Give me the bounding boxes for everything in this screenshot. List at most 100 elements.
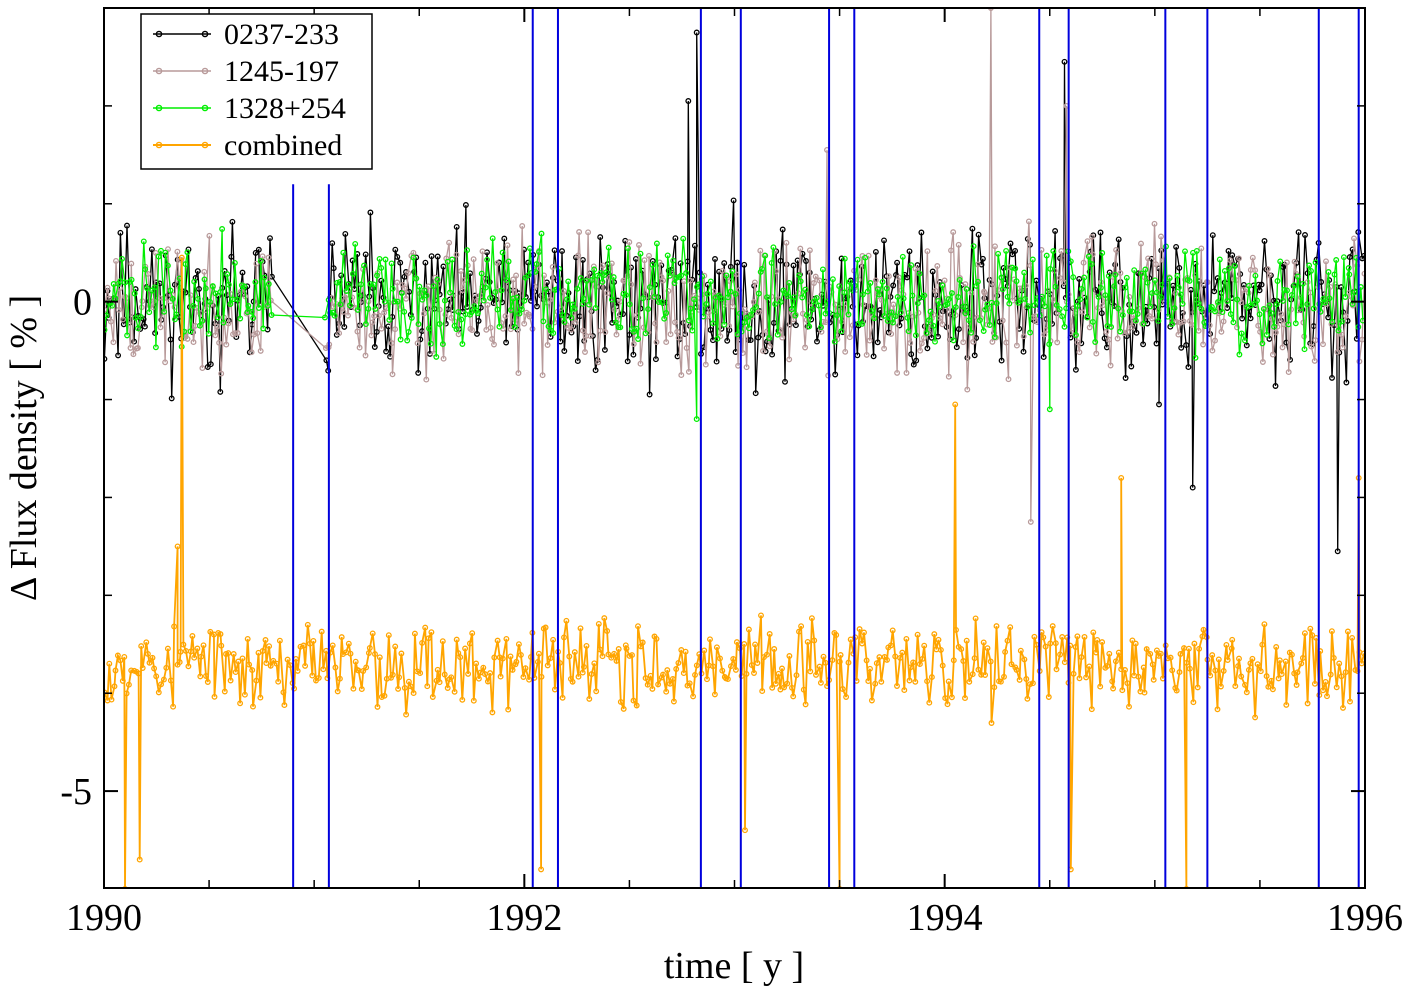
data-point [626, 331, 633, 338]
data-point [943, 323, 950, 330]
data-point [152, 249, 159, 256]
data-point [397, 336, 404, 343]
data-point [376, 654, 383, 661]
data-point [224, 271, 231, 278]
data-point [1215, 298, 1221, 305]
data-point [162, 359, 169, 366]
data-point [755, 290, 762, 297]
data-point [939, 321, 946, 328]
data-point [369, 319, 376, 326]
data-point [267, 662, 274, 669]
data-point [397, 259, 404, 266]
data-point [710, 663, 716, 670]
data-point [494, 306, 501, 313]
data-point [574, 358, 581, 365]
data-point [1076, 349, 1083, 356]
data-point [370, 281, 377, 288]
data-point [692, 671, 698, 678]
data-point [617, 698, 624, 705]
data-point [447, 289, 453, 296]
data-point [265, 281, 272, 287]
data-point [1005, 376, 1012, 383]
data-point [670, 698, 677, 705]
data-point [712, 256, 718, 262]
data-point [470, 256, 477, 263]
data-point [441, 671, 448, 678]
data-point [1258, 281, 1265, 288]
data-point [1025, 218, 1032, 225]
data-point [652, 356, 659, 363]
data-point [1167, 654, 1174, 661]
data-point [1230, 319, 1237, 326]
data-point [153, 673, 160, 680]
data-point [1166, 275, 1173, 282]
data-point [864, 288, 871, 295]
data-point [685, 317, 692, 324]
data-point [862, 254, 869, 261]
data-point [762, 348, 769, 355]
data-point [1183, 886, 1190, 888]
data-point [1279, 297, 1286, 304]
data-point [333, 301, 340, 308]
data-point [253, 260, 260, 267]
data-point [790, 262, 797, 269]
data-point [1243, 342, 1250, 349]
data-point [232, 669, 239, 676]
data-point [453, 636, 460, 643]
data-point [217, 631, 224, 638]
data-point [924, 248, 931, 255]
data-point [908, 351, 915, 358]
data-point [1117, 328, 1124, 335]
data-point [1077, 296, 1084, 303]
data-point [146, 659, 153, 666]
data-point [924, 345, 931, 352]
data-point [543, 286, 549, 293]
data-point [751, 279, 758, 286]
data-point [786, 653, 793, 659]
data-point [540, 318, 547, 325]
data-point [1158, 233, 1164, 240]
data-point [1122, 284, 1129, 291]
data-point [354, 328, 361, 335]
data-point [899, 649, 906, 656]
data-point [551, 319, 558, 326]
data-point [836, 305, 843, 312]
data-point [748, 662, 755, 669]
data-point [588, 671, 595, 678]
data-point [974, 261, 981, 268]
data-point [845, 311, 852, 318]
data-point [1158, 294, 1164, 301]
data-point [1256, 311, 1263, 318]
data-point [149, 654, 156, 661]
data-point [1041, 303, 1048, 310]
data-point [948, 694, 955, 701]
data-point [649, 258, 656, 264]
series-line [104, 228, 1364, 420]
data-point [670, 257, 677, 264]
data-point [1347, 698, 1353, 705]
data-point [889, 627, 896, 634]
data-point [1236, 255, 1242, 262]
legend-label: 1245-197 [224, 55, 339, 88]
data-point [1228, 645, 1235, 652]
data-point [1273, 301, 1280, 308]
data-point [119, 255, 125, 262]
data-point [207, 628, 214, 635]
data-point [1177, 651, 1184, 657]
data-point [1261, 238, 1268, 244]
data-point [941, 277, 948, 284]
data-point [956, 276, 963, 283]
data-point [912, 265, 919, 272]
data-point [691, 296, 698, 303]
data-point [1097, 683, 1104, 690]
data-point [518, 306, 525, 313]
data-point [1287, 356, 1294, 363]
data-point [980, 328, 987, 334]
data-point [474, 310, 481, 317]
data-point [502, 313, 509, 320]
data-point [1359, 317, 1365, 324]
data-point [1156, 401, 1162, 408]
data-point [329, 642, 336, 649]
data-point [1308, 267, 1314, 274]
data-point [318, 628, 325, 635]
